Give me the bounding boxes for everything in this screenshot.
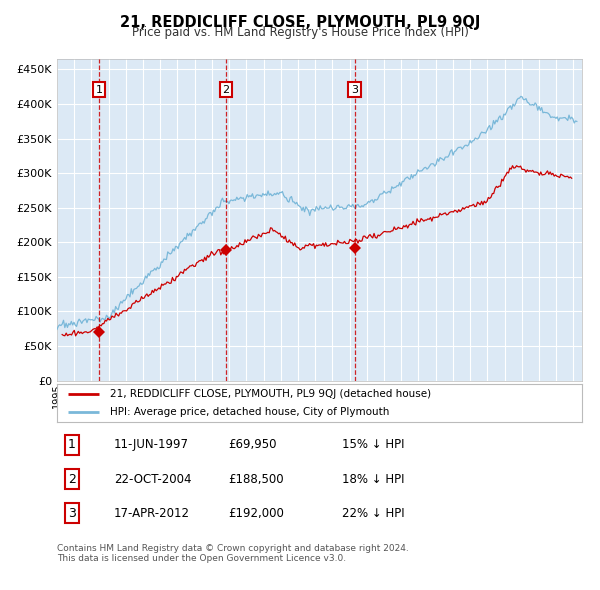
Text: 22-OCT-2004: 22-OCT-2004 — [114, 473, 191, 486]
Text: £69,950: £69,950 — [228, 438, 277, 451]
Text: Contains HM Land Registry data © Crown copyright and database right 2024.
This d: Contains HM Land Registry data © Crown c… — [57, 544, 409, 563]
Text: 1: 1 — [95, 84, 103, 94]
Text: 2: 2 — [222, 84, 229, 94]
Text: 2: 2 — [68, 473, 76, 486]
Text: £192,000: £192,000 — [228, 507, 284, 520]
Text: 21, REDDICLIFF CLOSE, PLYMOUTH, PL9 9QJ (detached house): 21, REDDICLIFF CLOSE, PLYMOUTH, PL9 9QJ … — [110, 389, 431, 399]
Text: 11-JUN-1997: 11-JUN-1997 — [114, 438, 189, 451]
Text: 18% ↓ HPI: 18% ↓ HPI — [342, 473, 404, 486]
Text: 3: 3 — [68, 507, 76, 520]
Text: 17-APR-2012: 17-APR-2012 — [114, 507, 190, 520]
Text: 1: 1 — [68, 438, 76, 451]
Text: 3: 3 — [351, 84, 358, 94]
Text: Price paid vs. HM Land Registry's House Price Index (HPI): Price paid vs. HM Land Registry's House … — [131, 26, 469, 39]
Text: HPI: Average price, detached house, City of Plymouth: HPI: Average price, detached house, City… — [110, 407, 389, 417]
Text: 21, REDDICLIFF CLOSE, PLYMOUTH, PL9 9QJ: 21, REDDICLIFF CLOSE, PLYMOUTH, PL9 9QJ — [120, 15, 480, 30]
Text: £188,500: £188,500 — [228, 473, 284, 486]
Text: 22% ↓ HPI: 22% ↓ HPI — [342, 507, 404, 520]
Text: 15% ↓ HPI: 15% ↓ HPI — [342, 438, 404, 451]
